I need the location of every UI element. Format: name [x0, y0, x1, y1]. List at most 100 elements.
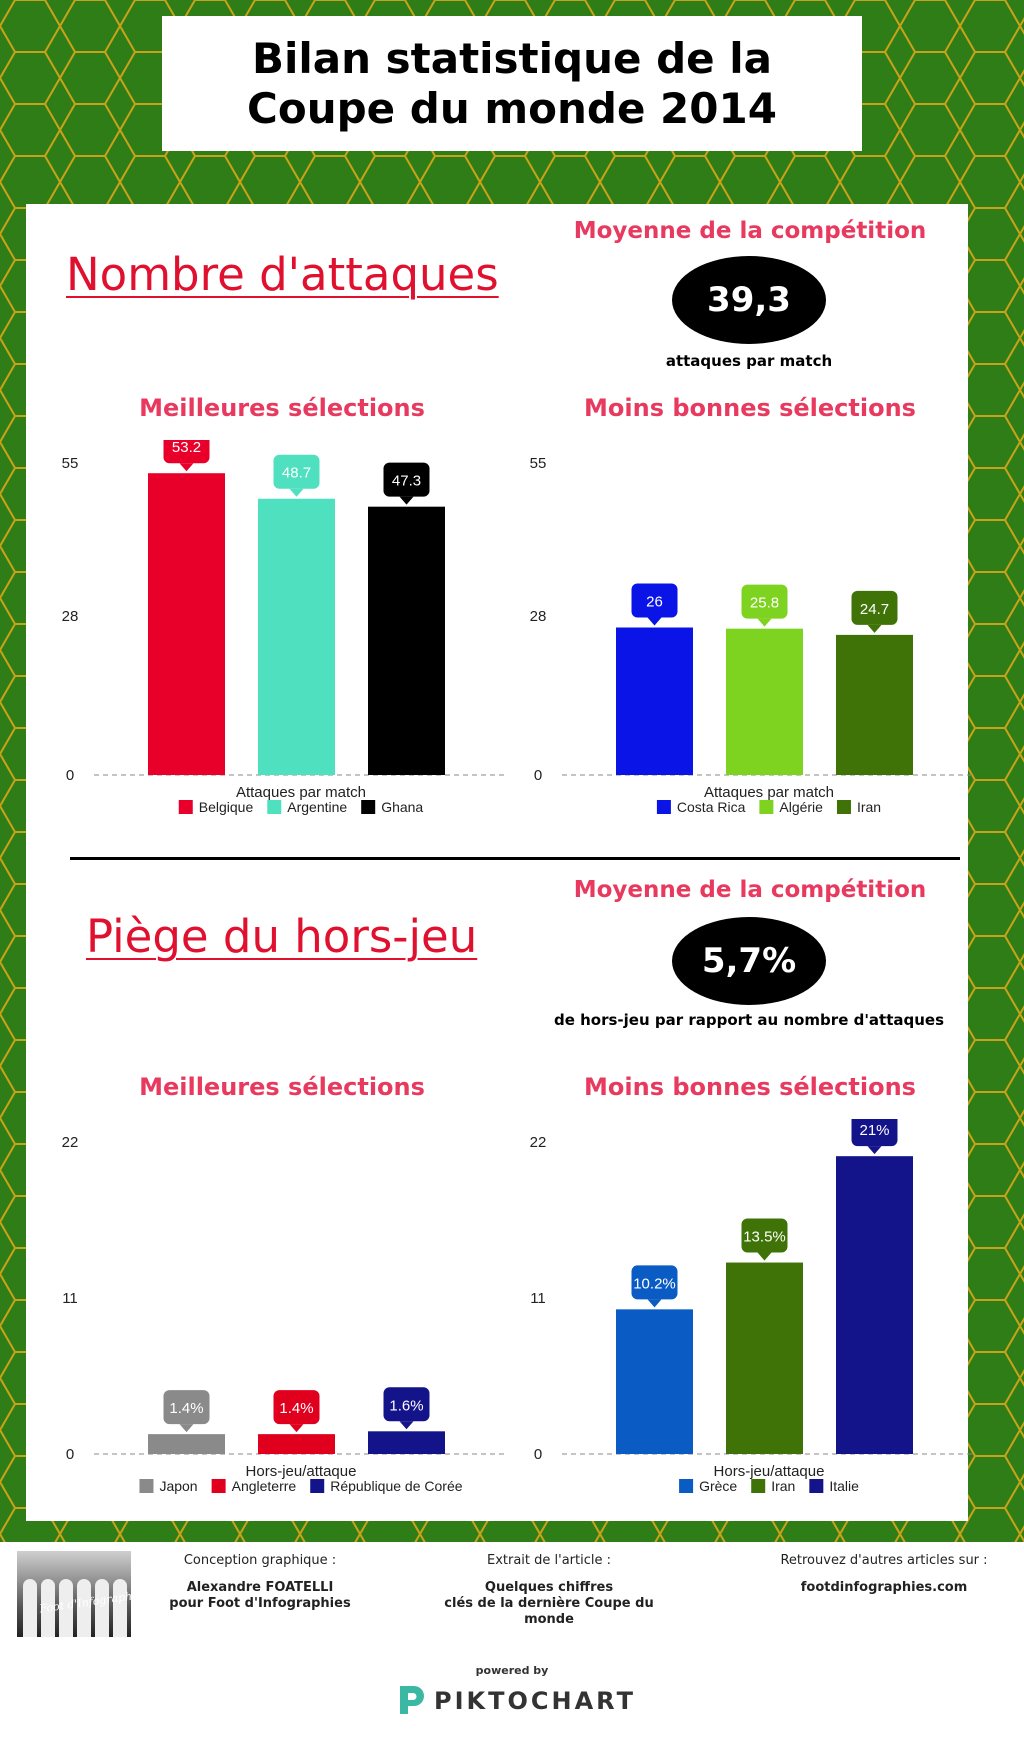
chart-best-attacks: 0 28 55 53.2 48.7 47.3 Attaques par matchBelgi… — [62, 440, 508, 815]
main-panel — [26, 204, 968, 1521]
data-label-bubble — [163, 1390, 210, 1425]
title-box: Bilan statistique de la Coupe du monde 2… — [162, 16, 862, 151]
y-tick-label: 22 — [62, 1134, 79, 1151]
y-tick-label: 11 — [62, 1290, 78, 1307]
legend-swatch — [751, 1479, 766, 1493]
bar-3 — [368, 506, 445, 775]
data-label: 1.4% — [279, 1400, 313, 1417]
legend-swatch — [809, 1479, 824, 1493]
data-label-bubble — [851, 1119, 898, 1147]
bar-2 — [726, 628, 803, 775]
average-caption-attacks: attaques par match — [665, 352, 833, 370]
data-label-pointer — [647, 1299, 662, 1308]
data-label-pointer — [399, 496, 414, 505]
footer-article-title-2: clés de la dernière Coupe du — [444, 1596, 654, 1611]
y-tick-label: 0 — [66, 767, 74, 784]
y-tick-label: 55 — [530, 455, 547, 472]
data-label-pointer — [757, 618, 772, 627]
footer-article-title: Quelques chiffres — [484, 1580, 614, 1595]
x-axis-label: Attaques par match — [704, 784, 834, 801]
piktochart-logo-icon — [400, 1686, 424, 1714]
data-label-pointer — [289, 488, 304, 497]
section-title-offside: Piège du hors-jeu — [86, 910, 478, 963]
bar-1 — [148, 1434, 225, 1454]
legend-swatch — [310, 1479, 325, 1493]
data-label: 26 — [646, 594, 663, 611]
legend: Belgique Argentine Ghana — [178, 799, 423, 815]
data-label-pointer — [867, 1146, 882, 1155]
legend-label: Japon — [159, 1478, 197, 1494]
bar-2 — [258, 1434, 335, 1454]
chart-title-worst-attacks: Moins bonnes sélections — [584, 394, 916, 422]
bar-2 — [258, 498, 335, 775]
legend-label: Belgique — [199, 799, 254, 815]
data-label-pointer — [179, 1424, 194, 1433]
y-tick-label: 22 — [530, 1134, 547, 1151]
chart-title-best-attacks: Meilleures sélections — [139, 394, 425, 422]
legend-swatch — [178, 800, 193, 814]
piktochart-brand[interactable]: PIKTOCHART — [396, 1683, 636, 1719]
y-tick-label: 28 — [530, 608, 547, 625]
data-label: 1.4% — [169, 1400, 203, 1417]
data-label: 53.2 — [172, 440, 201, 456]
data-label-pointer — [289, 1424, 304, 1433]
legend-swatch — [267, 800, 282, 814]
data-label: 1.6% — [389, 1397, 423, 1414]
footer-more: Retrouvez d'autres articles sur : footdi… — [764, 1553, 1004, 1596]
footer-design-author: Alexandre FOATELLI — [186, 1580, 334, 1595]
legend-label: Ghana — [381, 799, 423, 815]
average-label-offside: Moyenne de la compétition — [573, 877, 927, 903]
bar-1 — [148, 473, 225, 775]
data-label-pointer — [399, 1421, 414, 1430]
legend: Costa Rica Algérie Iran — [656, 799, 881, 815]
piktochart-brand-name: PIKTOCHART — [434, 1687, 636, 1715]
bar-1 — [616, 627, 693, 775]
chart-title-best-offside: Meilleures sélections — [139, 1073, 425, 1101]
bar-1 — [616, 1309, 693, 1454]
y-tick-label: 55 — [62, 455, 79, 472]
bar-3 — [368, 1431, 445, 1454]
legend: Grèce Iran Italie — [679, 1478, 859, 1494]
legend-label: Angleterre — [232, 1478, 297, 1494]
footer-more-label: Retrouvez d'autres articles sur : — [780, 1553, 988, 1568]
data-label: 10.2% — [633, 1275, 676, 1292]
page-title: Bilan statistique de la Coupe du monde 2… — [247, 33, 777, 133]
data-label-pointer — [647, 617, 662, 626]
data-label-bubble — [631, 1265, 678, 1300]
average-label-attacks: Moyenne de la compétition — [573, 218, 927, 244]
powered-by: powered by — [475, 1664, 549, 1677]
bar-2 — [726, 1262, 803, 1454]
section-title-attacks: Nombre d'attaques — [66, 248, 499, 301]
x-axis-label: Attaques par match — [236, 784, 366, 801]
footer-article-label: Extrait de l'article : — [486, 1553, 611, 1568]
section-divider — [70, 857, 960, 860]
y-tick-label: 11 — [530, 1290, 546, 1307]
data-label-pointer — [867, 624, 882, 633]
data-label-bubble — [741, 584, 788, 619]
y-tick-label: 0 — [534, 1446, 542, 1463]
legend-swatch — [759, 800, 774, 814]
data-label: 48.7 — [282, 465, 311, 482]
legend-swatch — [656, 800, 671, 814]
data-label-bubble — [851, 590, 898, 625]
legend-swatch — [211, 1479, 226, 1493]
legend-swatch — [836, 800, 851, 814]
data-label-bubble — [273, 454, 320, 489]
legend-label: Iran — [771, 1478, 795, 1494]
legend-label: Algérie — [779, 799, 823, 815]
legend-label: Costa Rica — [677, 799, 746, 815]
legend-label: Grèce — [699, 1478, 737, 1494]
data-label-bubble — [383, 1387, 430, 1422]
legend-label: République de Corée — [330, 1478, 463, 1494]
data-label: 13.5% — [743, 1229, 786, 1246]
team-photo: Foot d'Infographies — [17, 1551, 131, 1637]
footer-more-site[interactable]: footdinfographies.com — [800, 1580, 968, 1595]
footer — [0, 1542, 1024, 1741]
legend-label: Argentine — [287, 799, 347, 815]
legend-swatch — [361, 800, 376, 814]
average-value-offside: 5,7% — [672, 917, 826, 1005]
footer-article: Extrait de l'article : Quelques chiffres… — [434, 1553, 664, 1628]
chart-title-worst-offside: Moins bonnes sélections — [584, 1073, 916, 1101]
